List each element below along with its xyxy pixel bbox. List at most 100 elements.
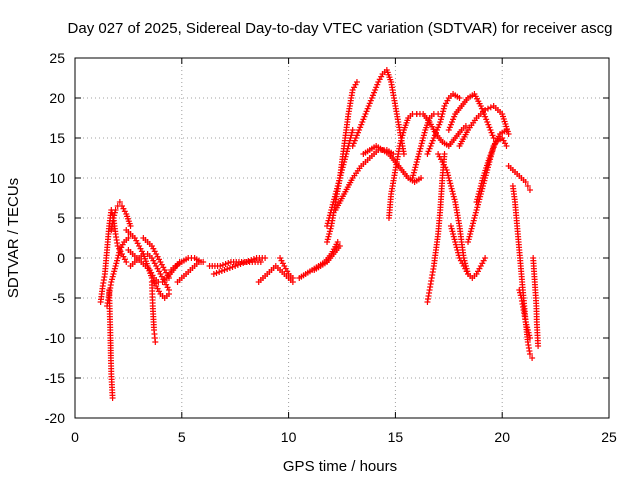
data-point: [324, 239, 331, 245]
grid-lines: [75, 58, 609, 418]
axis-ticks: 0 5 10 15 20 25 -20 -15 -10 -5 0 5 10 15 20 25: [45, 50, 617, 445]
data-point: [429, 137, 436, 144]
data-point: [488, 129, 495, 136]
data-point: [352, 135, 359, 141]
data-point: [368, 95, 375, 101]
y-tick-label: -10: [45, 330, 65, 346]
data-point: [340, 161, 347, 168]
data-point: [371, 89, 378, 96]
data-point: [326, 228, 333, 235]
data-point: [351, 137, 358, 144]
data-point: [367, 97, 374, 104]
y-tick-label: -20: [45, 410, 65, 426]
data-point: [449, 228, 456, 235]
data-point: [432, 129, 439, 136]
data-point: [445, 172, 452, 179]
data-point: [414, 156, 421, 163]
data-point: [326, 215, 333, 221]
data-point: [443, 167, 450, 173]
data-point: [152, 339, 159, 345]
data-point: [218, 268, 225, 274]
data-point: [474, 204, 481, 211]
data-point: [453, 244, 460, 251]
data-point: [413, 161, 420, 168]
data-point: [357, 124, 364, 131]
data-point: [113, 260, 120, 267]
data-point: [446, 124, 453, 131]
data-point: [123, 259, 130, 265]
data-point: [447, 223, 454, 229]
data-point: [336, 175, 343, 181]
data-point: [109, 276, 116, 283]
data-point: [334, 239, 341, 245]
y-tick-label: -15: [45, 370, 65, 386]
data-point: [483, 116, 490, 123]
data-point: [477, 185, 484, 192]
data-point: [489, 147, 496, 153]
data-point: [447, 183, 454, 189]
data-point: [426, 145, 433, 152]
data-point: [447, 121, 454, 128]
data-point: [420, 132, 427, 139]
data-point: [217, 263, 224, 269]
data-point: [115, 252, 122, 259]
data-point: [448, 225, 455, 232]
data-point: [373, 84, 380, 91]
data-point: [358, 121, 365, 128]
data-point: [474, 196, 481, 203]
data-point: [471, 215, 478, 221]
data-point: [364, 105, 371, 112]
data-point: [398, 135, 405, 141]
data-point: [127, 223, 134, 229]
data-point: [479, 177, 486, 184]
data-point: [445, 127, 452, 133]
data-point: [455, 249, 462, 256]
data-point: [450, 231, 457, 237]
data-point: [335, 180, 342, 187]
data-point: [529, 355, 536, 361]
data-point: [482, 255, 489, 261]
y-tick-label: 0: [57, 250, 65, 266]
data-points: [97, 67, 542, 401]
data-point: [440, 105, 447, 112]
data-point: [110, 271, 117, 277]
data-point: [487, 152, 494, 159]
data-point: [485, 121, 492, 128]
data-point: [416, 148, 423, 155]
data-point: [324, 236, 331, 243]
data-point: [490, 144, 497, 151]
data-point: [451, 113, 458, 120]
data-point: [516, 287, 523, 293]
data-point: [221, 267, 228, 273]
data-point: [329, 201, 336, 208]
data-point: [225, 260, 232, 266]
data-point: [526, 332, 533, 339]
data-point: [399, 132, 406, 139]
data-point: [430, 135, 437, 141]
data-point: [437, 119, 444, 125]
x-tick-label: 25: [601, 429, 617, 445]
data-point: [450, 116, 457, 123]
data-point: [437, 116, 444, 123]
data-point: [349, 127, 356, 133]
data-point: [336, 177, 343, 184]
data-point: [491, 141, 498, 148]
data-point: [362, 111, 369, 117]
data-point: [355, 129, 362, 136]
data-point: [486, 124, 493, 131]
data-point: [482, 107, 489, 113]
data-point: [418, 140, 425, 147]
data-point: [472, 209, 479, 216]
x-tick-label: 20: [494, 429, 510, 445]
data-point: [467, 231, 474, 237]
data-point: [525, 329, 532, 336]
data-point: [420, 135, 427, 141]
data-point: [524, 327, 531, 333]
y-tick-label: 25: [49, 50, 65, 66]
data-point: [467, 228, 474, 235]
data-point: [349, 143, 356, 149]
data-point: [522, 319, 529, 325]
data-point: [111, 268, 118, 275]
data-point: [165, 287, 172, 293]
